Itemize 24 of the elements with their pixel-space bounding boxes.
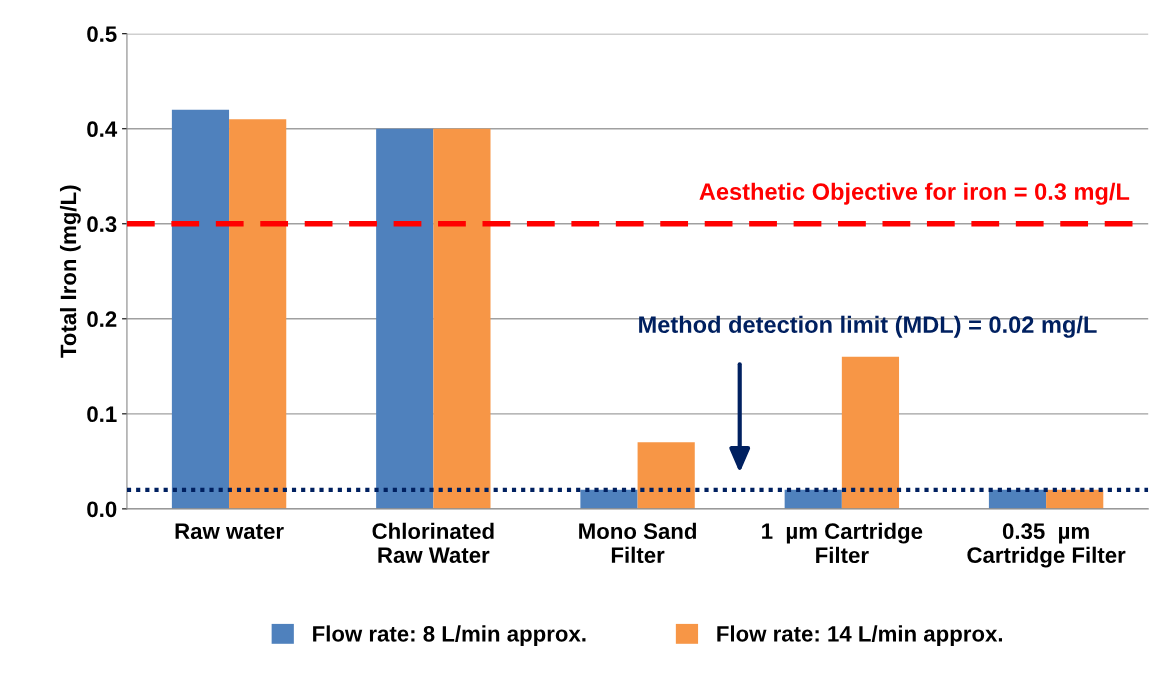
bar (433, 128, 491, 509)
y-tick-label: 0.1 (87, 406, 117, 423)
y-axis-title: Total Iron (mg/L) (59, 185, 81, 358)
x-tick-label: 1 µm Cartridge Filter (762, 522, 923, 564)
y-tick-label: 0.4 (87, 121, 118, 137)
y-tick-label: 0.0 (87, 501, 117, 518)
y-tick-label: 0.2 (87, 311, 117, 328)
x-tick-label: Chlorinated Raw Water (372, 522, 494, 564)
bar (580, 489, 638, 509)
bar (229, 119, 287, 509)
x-tick-label: Mono Sand Filter (579, 522, 696, 564)
bar (171, 109, 230, 509)
x-tick-label: Raw water (175, 523, 284, 540)
ref-line-label: Method detection limit (MDL) = 0.02 mg/L (639, 315, 1097, 338)
x-tick-label: 0.35 µm Cartridge Filter (967, 523, 1126, 568)
ref-line-label: Aesthetic Objective for iron = 0.3 mg/L (699, 182, 1130, 205)
y-tick-label: 0.3 (87, 216, 117, 233)
y-tick-label: 0.5 (87, 26, 117, 42)
legend-label: Flow rate: 8 L/min approx. (313, 625, 586, 647)
bar (784, 489, 842, 509)
bar (376, 128, 434, 509)
bar (637, 442, 695, 509)
legend-label: Flow rate: 14 L/min approx. (717, 625, 1003, 647)
bar (841, 356, 900, 509)
